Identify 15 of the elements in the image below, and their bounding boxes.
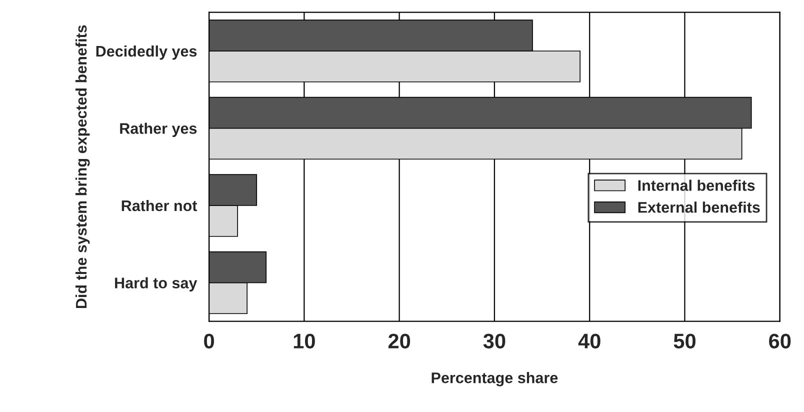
x-tick-label: 20 — [388, 334, 410, 348]
y-tick-label: Rather yes — [120, 122, 197, 137]
x-axis-title: Percentage share — [432, 372, 558, 386]
x-tick-label: 60 — [769, 334, 791, 348]
legend-label: Internal benefits — [638, 180, 755, 191]
y-tick-label: Decidedly yes — [96, 45, 197, 60]
legend-label: External benefits — [638, 202, 760, 213]
x-tick-label: 30 — [483, 334, 506, 348]
y-tick-label: Rather not — [122, 200, 198, 212]
y-axis-title: Did the system bring expected benefits — [75, 25, 90, 308]
x-tick-label: 0 — [204, 334, 214, 348]
x-tick-label: 50 — [674, 334, 696, 348]
y-tick-label: Hard to say — [115, 277, 198, 292]
x-tick-label: 40 — [578, 334, 600, 348]
x-tick-label: 10 — [294, 334, 315, 348]
